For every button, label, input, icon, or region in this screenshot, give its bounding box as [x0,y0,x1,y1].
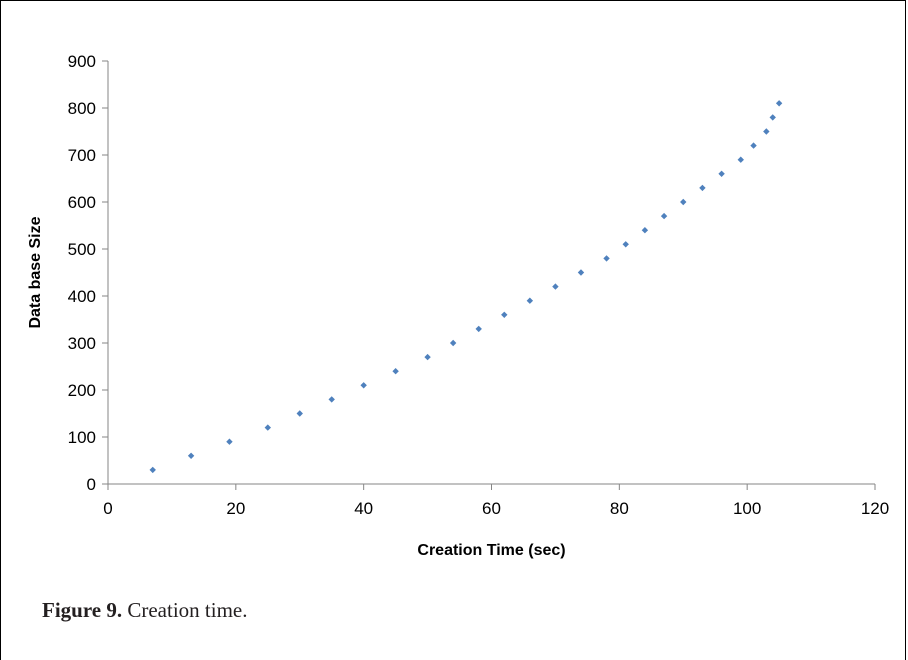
data-point [775,100,783,107]
y-tick-label: 900 [68,52,96,71]
data-point [264,424,271,431]
data-point [552,283,559,290]
y-tick-label: 0 [87,475,96,494]
y-tick-label: 800 [68,99,96,118]
axes [102,60,876,490]
data-point [392,368,399,375]
x-tick-label: 40 [354,499,373,518]
y-axis-title: Data base Size [27,216,44,328]
data-point [680,198,687,206]
data-points [149,100,783,474]
data-point [424,353,431,361]
data-point [750,142,757,149]
tick-labels: 0 100 200 300 400 500 600 700 800 900 0 20 40 60 80 100… [68,52,890,518]
figure-caption: Figure 9. Creation time. [42,598,248,623]
data-point [328,396,335,403]
caption-text: Creation time. [122,598,248,622]
data-point [296,410,303,417]
caption-label: Figure 9. [42,598,123,622]
data-point [763,128,770,135]
y-tick-label: 600 [68,193,96,212]
y-tick-label: 300 [68,334,96,353]
x-tick-label: 20 [226,499,245,518]
y-tick-label: 400 [68,287,96,306]
x-axis-title: Creation Time (sec) [417,542,565,559]
x-tick-label: 100 [733,499,761,518]
data-point [449,339,457,347]
scatter-chart: 0 100 200 300 400 500 600 700 800 900 0 20 40 60 80 100… [27,52,890,559]
data-point [501,311,508,318]
y-tick-label: 700 [68,146,96,165]
data-point [149,466,156,474]
data-point [226,438,233,445]
y-tick-label: 500 [68,240,96,259]
x-tick-label: 80 [610,499,629,518]
data-point [718,170,725,177]
data-point [769,114,776,121]
x-tick-label: 60 [482,499,501,518]
data-point [475,325,482,333]
x-tick-label: 0 [103,499,112,518]
y-tick-label: 100 [68,428,96,447]
data-point [526,297,534,304]
data-point [622,241,629,248]
y-tick-label: 200 [68,381,96,400]
data-point [737,156,744,163]
data-point [187,452,195,459]
data-point [603,255,610,262]
data-point [660,212,668,220]
data-point [699,184,706,192]
x-tick-label: 120 [861,499,889,518]
data-point [360,382,367,389]
data-point [577,269,585,276]
data-point [641,227,649,234]
